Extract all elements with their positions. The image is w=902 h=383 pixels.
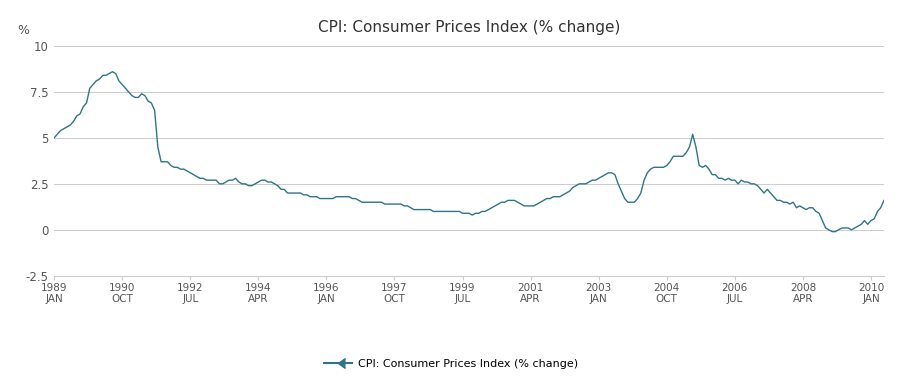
Text: %: % [17, 24, 29, 37]
Title: CPI: Consumer Prices Index (% change): CPI: Consumer Prices Index (% change) [318, 20, 621, 35]
Legend: CPI: Consumer Prices Index (% change): CPI: Consumer Prices Index (% change) [320, 355, 582, 373]
